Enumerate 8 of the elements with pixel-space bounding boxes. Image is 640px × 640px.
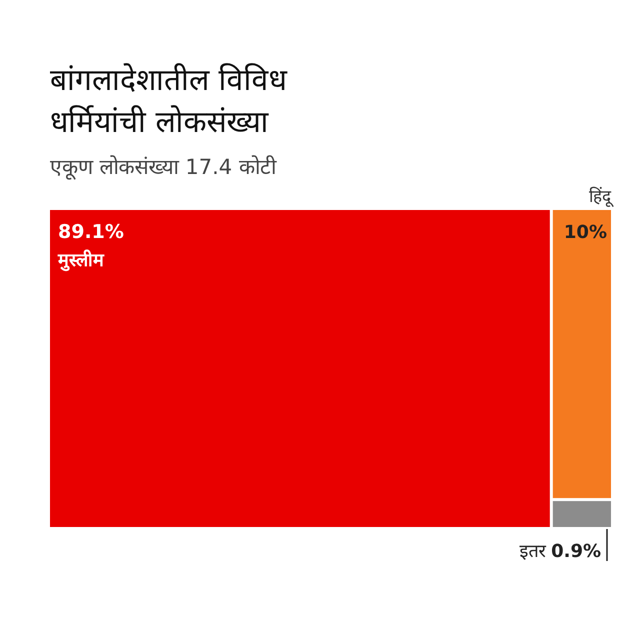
category-label: हिंदू [589, 186, 614, 207]
category-label: मुस्लीम [57, 249, 105, 272]
category-label: इतर [519, 541, 546, 562]
data-label: 10% [564, 222, 607, 243]
text: एकूण लोकसंख्या 17.4 कोटी [50, 155, 277, 180]
data-label: 0.9% [551, 541, 601, 562]
data-label: 89.1% [58, 221, 124, 243]
text: बांगलादेशातील विविध धर्मियांची लोकसंख्या [50, 63, 288, 140]
